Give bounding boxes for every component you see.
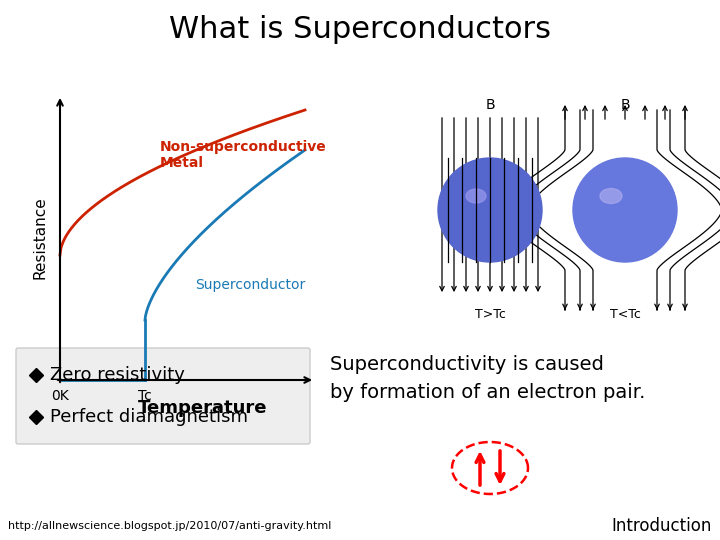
Circle shape [573,158,677,262]
Text: B: B [620,98,630,112]
Text: http://allnewscience.blogspot.jp/2010/07/anti-gravity.html: http://allnewscience.blogspot.jp/2010/07… [8,521,331,531]
Text: B: B [485,98,495,112]
Text: Resistance: Resistance [32,196,48,279]
Text: What is Superconductors: What is Superconductors [169,16,551,44]
Text: Superconductor: Superconductor [195,278,305,292]
Text: T<Tc: T<Tc [610,308,640,321]
Text: Introduction: Introduction [611,517,712,535]
Ellipse shape [466,189,486,203]
Text: 0K: 0K [51,389,69,403]
Text: Temperature: Temperature [138,399,267,417]
Text: Tc: Tc [138,389,152,403]
FancyBboxPatch shape [16,348,310,444]
Circle shape [438,158,542,262]
Ellipse shape [600,188,622,204]
Text: Superconductivity is caused
by formation of an electron pair.: Superconductivity is caused by formation… [330,354,645,402]
Text: Zero resistivity: Zero resistivity [50,366,185,384]
Text: Perfect diamagnetism: Perfect diamagnetism [50,408,248,426]
Text: T>Tc: T>Tc [474,308,505,321]
Text: Non-superconductive
Metal: Non-superconductive Metal [160,140,327,170]
